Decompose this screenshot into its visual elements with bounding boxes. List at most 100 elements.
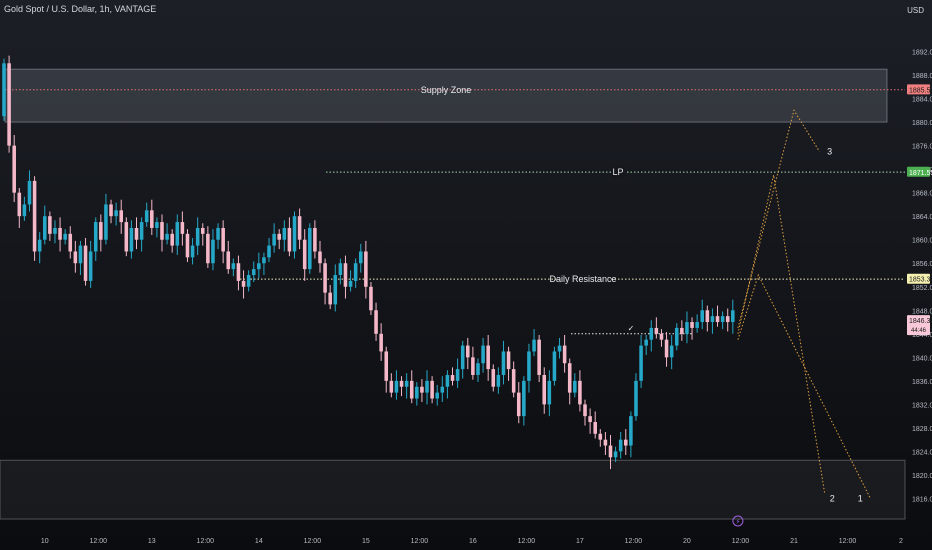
candle-body (124, 222, 129, 252)
candle-body (42, 216, 47, 240)
candle-body (501, 351, 506, 375)
candle-body (598, 433, 603, 440)
candle-body (705, 310, 710, 323)
candle-body (654, 327, 659, 334)
candle-body (48, 216, 52, 234)
candle-body (430, 380, 434, 399)
candle-body (358, 251, 363, 264)
candle-body (302, 239, 307, 270)
y-tick-label: 1848.00 (912, 308, 932, 315)
candle-body (282, 227, 287, 240)
x-tick-label: 2 (899, 538, 903, 545)
candle-body (522, 380, 526, 417)
y-tick-label: 1856.00 (912, 261, 932, 268)
candle-body (460, 345, 465, 370)
candle-body (445, 374, 450, 387)
y-tick-label: 1820.00 (912, 473, 932, 480)
x-tick-label: 15 (362, 538, 370, 545)
candle-body (511, 369, 516, 393)
daily-resistance-label: Daily Resistance (549, 274, 616, 284)
projection-path (737, 109, 820, 329)
currency-label: USD (907, 6, 924, 15)
projection-path (737, 174, 826, 493)
lp-label-bg (611, 166, 625, 179)
candle-body (338, 263, 343, 275)
candle-body (399, 380, 404, 387)
candle-body (216, 227, 220, 240)
candle-body (547, 380, 552, 405)
candle-body (160, 222, 164, 240)
candle-body (277, 233, 281, 240)
x-tick-label: 20 (683, 538, 691, 545)
candle-body (200, 227, 205, 234)
candle-body (364, 251, 368, 287)
axis-layer: 1816.00 1820.00 1824.00 1828.00 1832.00 1836.… (41, 50, 932, 545)
candle-body (542, 374, 547, 405)
candle-body (404, 380, 409, 387)
candle-body (195, 227, 200, 246)
y-tick-label: 1836.00 (912, 379, 932, 386)
y-tick-label: 1824.00 (912, 449, 932, 456)
candle-body (455, 369, 460, 381)
candle-body (323, 263, 327, 293)
y-tick-label: 1860.00 (912, 238, 932, 245)
candle-body (150, 210, 154, 228)
y-tick-label: 1864.00 (912, 214, 932, 221)
candle-body (674, 327, 679, 346)
candle-body (613, 451, 618, 458)
candles-layer[interactable] (2, 55, 735, 470)
candle-body (241, 280, 246, 287)
candle-body (659, 333, 664, 340)
zones-layer: Supply Zone (0, 68, 906, 520)
candle-body (170, 233, 174, 246)
candle-body (353, 263, 358, 281)
candle-body (267, 245, 271, 258)
x-tick-label: 14 (255, 538, 263, 545)
candle-body (374, 310, 378, 334)
candle-body (297, 216, 302, 240)
candle-body (246, 275, 251, 287)
candle-body (37, 239, 42, 252)
candle-body (435, 392, 439, 399)
candle-body (567, 363, 572, 393)
check-mark: ✓ (628, 324, 635, 333)
price-label: 1846.32 (909, 318, 932, 325)
x-tick-label: 12:00 (839, 538, 857, 545)
candle-body (593, 422, 597, 434)
daily-resistance-label-bg (557, 273, 609, 286)
candle-body (190, 245, 195, 258)
candle-body (425, 380, 429, 393)
candle-body (725, 316, 730, 323)
candle-body (532, 339, 536, 352)
candle-body (552, 351, 557, 381)
candle-body (720, 316, 725, 323)
candle-body (420, 386, 424, 393)
candle-body (63, 233, 67, 240)
candle-body (669, 345, 674, 358)
x-tick-label: 12:00 (197, 538, 215, 545)
candle-body (583, 404, 587, 417)
candle-body (104, 204, 108, 240)
candle-body (491, 369, 496, 387)
candle-body (185, 233, 190, 258)
candle-body (262, 257, 266, 264)
candle-body (394, 380, 399, 393)
y-tick-label: 1876.00 (912, 144, 932, 151)
candle-body (384, 351, 389, 381)
event-marker-icon: ⚡ (735, 518, 740, 526)
projection-path (737, 273, 871, 499)
candle-body (710, 316, 715, 323)
labels-layer: 1885.56 1871.55 1853.37 1846.32 44:46 (907, 84, 932, 336)
candle-body (608, 445, 613, 458)
candle-body (664, 339, 669, 358)
candle-body (639, 345, 643, 381)
x-tick-label: 12:00 (411, 538, 429, 545)
candle-body (144, 210, 149, 223)
candle-body (328, 292, 332, 305)
price-label-bg (907, 315, 930, 336)
candle-body (634, 380, 638, 417)
candle-body (22, 204, 27, 217)
candle-body (134, 227, 139, 240)
y-tick-label: 1828.00 (912, 426, 932, 433)
